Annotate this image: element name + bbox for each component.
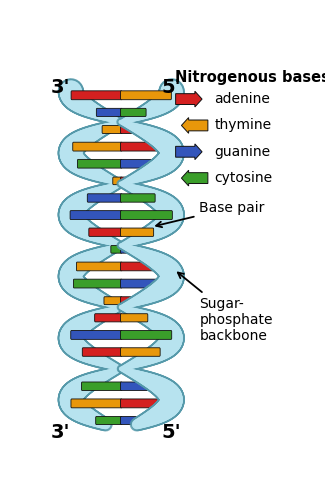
FancyBboxPatch shape <box>121 297 138 305</box>
FancyBboxPatch shape <box>121 91 171 100</box>
FancyBboxPatch shape <box>121 142 170 151</box>
FancyBboxPatch shape <box>121 330 172 340</box>
FancyBboxPatch shape <box>121 366 123 373</box>
FancyBboxPatch shape <box>76 262 122 271</box>
FancyBboxPatch shape <box>121 262 166 271</box>
FancyBboxPatch shape <box>121 108 146 116</box>
FancyBboxPatch shape <box>113 177 122 185</box>
FancyArrow shape <box>176 144 202 159</box>
FancyArrow shape <box>181 170 208 186</box>
FancyBboxPatch shape <box>121 279 169 288</box>
Text: cytosine: cytosine <box>214 171 273 185</box>
FancyBboxPatch shape <box>71 399 122 408</box>
FancyBboxPatch shape <box>73 142 122 151</box>
FancyBboxPatch shape <box>121 228 154 236</box>
FancyBboxPatch shape <box>71 91 122 100</box>
Text: Base pair: Base pair <box>156 201 265 227</box>
FancyBboxPatch shape <box>121 211 172 219</box>
FancyBboxPatch shape <box>121 416 147 425</box>
Text: Sugar-
phosphate
backbone: Sugar- phosphate backbone <box>178 273 273 343</box>
FancyBboxPatch shape <box>87 194 122 202</box>
FancyBboxPatch shape <box>121 177 130 185</box>
Text: 5': 5' <box>162 78 181 97</box>
FancyBboxPatch shape <box>121 314 148 322</box>
FancyBboxPatch shape <box>121 245 132 253</box>
Text: thymine: thymine <box>214 118 272 132</box>
FancyBboxPatch shape <box>111 245 122 253</box>
FancyBboxPatch shape <box>121 126 140 133</box>
FancyBboxPatch shape <box>121 159 165 168</box>
FancyBboxPatch shape <box>120 366 122 373</box>
FancyArrow shape <box>181 118 208 133</box>
FancyBboxPatch shape <box>82 348 122 356</box>
Text: guanine: guanine <box>214 145 270 159</box>
Text: 5': 5' <box>162 423 181 442</box>
FancyBboxPatch shape <box>73 279 122 288</box>
Text: Nitrogenous bases:: Nitrogenous bases: <box>176 70 325 85</box>
FancyBboxPatch shape <box>89 228 122 236</box>
FancyBboxPatch shape <box>104 297 122 305</box>
FancyBboxPatch shape <box>97 108 122 116</box>
FancyBboxPatch shape <box>121 399 172 408</box>
FancyBboxPatch shape <box>95 314 122 322</box>
FancyBboxPatch shape <box>121 194 155 202</box>
FancyBboxPatch shape <box>77 159 122 168</box>
Text: adenine: adenine <box>214 92 270 106</box>
FancyBboxPatch shape <box>96 416 122 425</box>
Text: 3': 3' <box>51 78 71 97</box>
FancyArrow shape <box>176 91 202 107</box>
FancyBboxPatch shape <box>102 126 122 133</box>
FancyBboxPatch shape <box>70 211 122 219</box>
Text: 3': 3' <box>51 423 71 442</box>
FancyBboxPatch shape <box>121 382 161 390</box>
FancyBboxPatch shape <box>121 348 160 356</box>
FancyBboxPatch shape <box>82 382 122 390</box>
FancyBboxPatch shape <box>71 330 122 340</box>
